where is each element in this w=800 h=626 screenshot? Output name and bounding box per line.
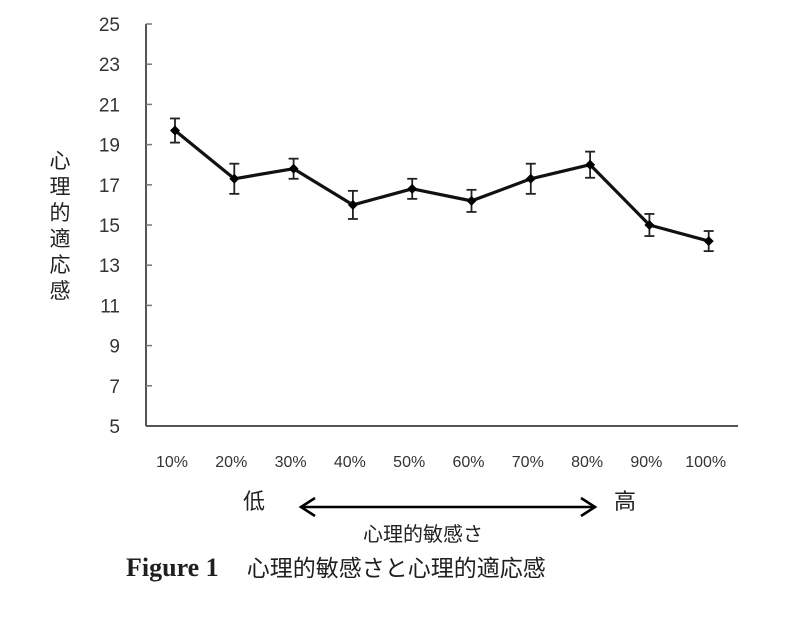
- diamond-marker-icon: [703, 236, 714, 247]
- y-axis-label: 心理的適応感: [48, 148, 72, 304]
- y-tick-label: 23: [99, 55, 120, 76]
- y-axis: 5 7 9 11 13 15 17 19 21 23 25: [99, 15, 152, 438]
- x-tick-label: 70%: [512, 454, 544, 471]
- x-tick-label: 80%: [571, 454, 603, 471]
- x-axis: 10% 20% 30% 40% 50% 60% 70% 80% 90% 100%: [146, 425, 738, 471]
- high-label: 高: [614, 490, 637, 515]
- diamond-marker-icon: [525, 173, 536, 184]
- arrow-left-head-icon: [298, 496, 316, 518]
- y-axis-label-char: 理: [49, 175, 71, 199]
- data-point: [229, 162, 240, 195]
- diamond-marker-icon: [347, 199, 358, 210]
- figure-number: Figure 1: [126, 553, 219, 582]
- diamond-marker-icon: [407, 183, 418, 194]
- data-point: [644, 213, 655, 237]
- diamond-marker-icon: [644, 220, 655, 230]
- data-point: [288, 157, 299, 180]
- x-tick-label: 90%: [630, 454, 662, 471]
- x-tick-label: 20%: [215, 454, 247, 471]
- data-point: [407, 177, 418, 200]
- data-point: [703, 230, 714, 253]
- figure-caption: Figure 1 心理的敏感さと心理的適応感: [126, 549, 546, 583]
- diamond-marker-icon: [288, 163, 299, 174]
- diamond-marker-icon: [585, 159, 596, 170]
- y-tick-label: 13: [99, 256, 120, 277]
- figure-title: 心理的敏感さと心理的適応感: [246, 556, 546, 582]
- y-tick-label: 11: [100, 296, 120, 317]
- diamond-marker-icon: [466, 195, 477, 206]
- y-axis-label-char: 応: [49, 253, 71, 277]
- x-tick-label: 30%: [275, 454, 307, 471]
- x-tick-label: 50%: [393, 454, 425, 471]
- low-label: 低: [243, 490, 266, 515]
- y-tick-label: 17: [99, 176, 120, 197]
- y-axis-label-char: 的: [49, 201, 71, 225]
- data-point: [170, 117, 180, 144]
- data-point: [466, 188, 477, 213]
- y-axis-label-char: 感: [49, 279, 71, 303]
- x-axis-label: 心理的敏感さ: [363, 522, 483, 546]
- data-point: [585, 150, 596, 179]
- data-line: [173, 129, 710, 243]
- data-point: [347, 189, 358, 220]
- x-tick-label: 100%: [685, 454, 726, 471]
- arrow-right-head-icon: [580, 496, 598, 518]
- x-tick-label: 60%: [452, 454, 484, 471]
- y-tick-label: 5: [109, 417, 120, 438]
- x-tick-label: 40%: [334, 454, 366, 471]
- y-axis-label-char: 適: [49, 227, 71, 251]
- sensitivity-arrow-icon: [298, 496, 598, 518]
- y-axis-label-char: 心: [49, 149, 71, 173]
- y-tick-label: 9: [109, 337, 120, 358]
- y-tick-label: 21: [99, 95, 120, 116]
- y-tick-label: 7: [109, 377, 120, 398]
- y-tick-label: 15: [99, 216, 120, 237]
- y-tick-label: 25: [99, 15, 120, 36]
- diamond-marker-icon: [229, 173, 240, 184]
- diamond-marker-icon: [170, 125, 180, 136]
- data-point: [525, 162, 536, 195]
- x-tick-label: 10%: [156, 454, 188, 471]
- data-series: [170, 117, 714, 253]
- y-tick-label: 19: [99, 136, 120, 157]
